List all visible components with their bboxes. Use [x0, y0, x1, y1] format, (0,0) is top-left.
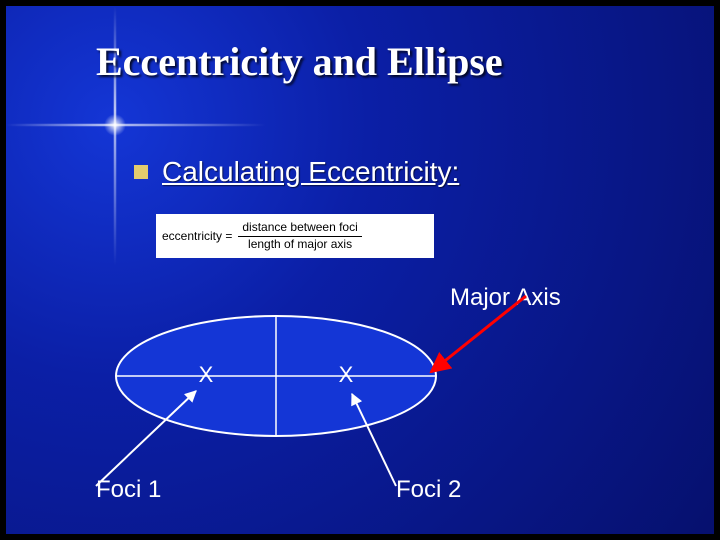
slide: Eccentricity and Ellipse Calculating Ecc…	[6, 6, 714, 534]
slide-title: Eccentricity and Ellipse	[96, 38, 503, 85]
bullet-marker-icon	[134, 165, 148, 179]
focus-2-mark: X	[339, 362, 354, 387]
bullet-text: Calculating Eccentricity:	[162, 156, 459, 188]
ellipse-diagram: X X	[86, 286, 646, 506]
formula-numerator: distance between foci	[238, 221, 361, 237]
focus-1-mark: X	[199, 362, 214, 387]
flare-core	[104, 114, 126, 136]
flare-horizontal	[6, 124, 266, 126]
bullet-row: Calculating Eccentricity:	[134, 156, 459, 188]
eccentricity-formula: eccentricity = distance between foci len…	[156, 214, 434, 258]
formula-denominator: length of major axis	[244, 237, 356, 252]
major-axis-arrow	[431, 296, 526, 372]
formula-lhs: eccentricity =	[162, 229, 238, 243]
formula-fraction: distance between foci length of major ax…	[238, 221, 361, 252]
